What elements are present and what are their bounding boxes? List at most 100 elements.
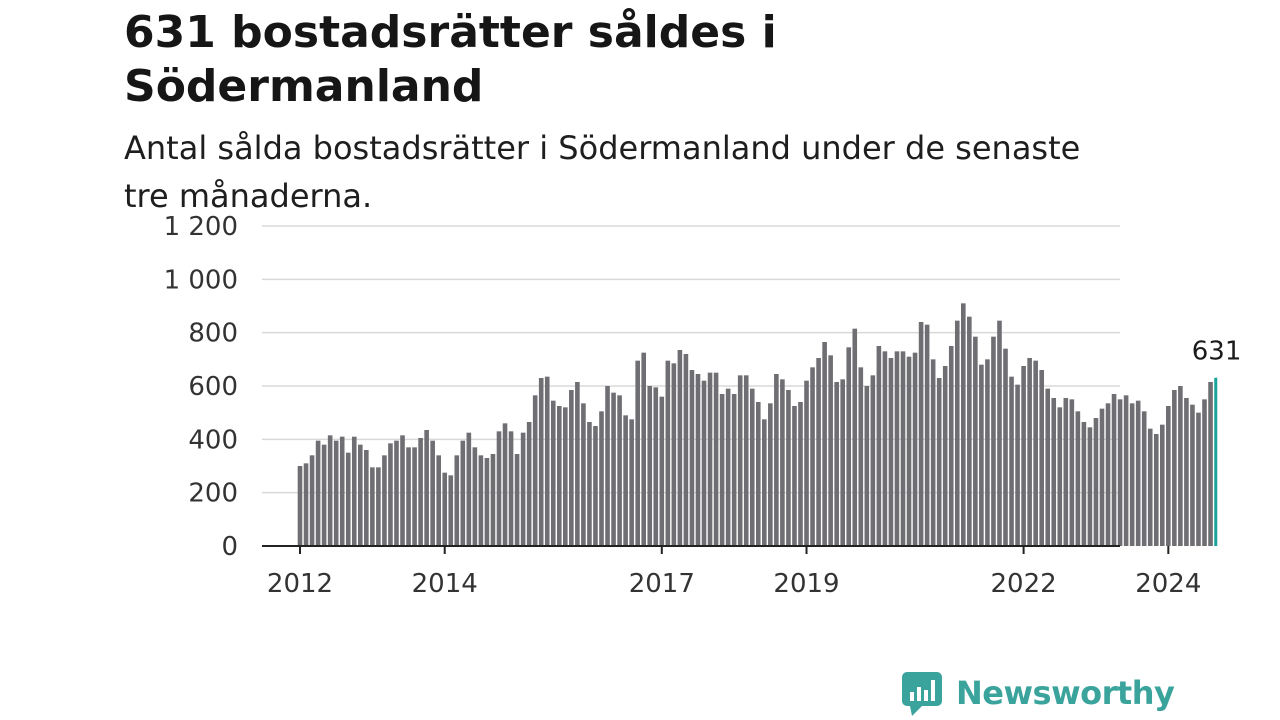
bar [954,320,960,546]
bar [864,386,870,546]
bar [876,346,882,546]
bar [1208,382,1213,546]
bar [478,455,484,546]
bar [599,411,604,546]
bar [484,458,490,546]
bar [496,431,502,546]
bar [472,447,478,546]
bar [436,455,441,546]
bar [327,435,333,546]
x-tick-label: 2019 [773,569,839,599]
bar [1081,422,1087,546]
bar [1105,403,1111,546]
x-tick-label: 2022 [991,569,1057,599]
bar [979,364,984,546]
bar [593,426,598,546]
bar [828,355,833,546]
bar [406,447,411,546]
bar [538,378,544,546]
bar [466,432,472,546]
bar [376,467,381,546]
bar [774,374,779,546]
y-tick-label: 800 [188,319,238,349]
bar [719,394,725,546]
brand-name: Newsworthy [956,674,1175,712]
chart-subtitle: Antal sålda bostadsrätter i Södermanland… [124,129,1081,215]
highlight-bar [1214,377,1218,546]
bar [1184,398,1189,546]
bar [1172,390,1177,546]
bar [737,375,743,546]
bar [454,455,460,546]
bar [942,366,948,546]
bar [804,380,809,546]
x-tick-label: 2014 [412,569,478,599]
bar [544,376,550,546]
bar [1051,398,1057,546]
bar [370,467,375,546]
bar [424,430,429,546]
bar [713,372,719,546]
bar [1141,411,1147,546]
bar [816,358,821,546]
bar [358,444,363,546]
bar [967,316,972,546]
bar [1039,370,1044,546]
bar [846,347,852,546]
bar [768,403,773,546]
bar [309,455,315,546]
bar [575,382,580,546]
bar [961,303,966,546]
bar [448,475,454,546]
bar [936,378,942,546]
bar [460,440,466,546]
bar [810,367,815,546]
bar [695,374,701,546]
brand-logo: Newsworthy [900,670,1175,716]
bar [792,406,797,546]
bar [1015,384,1020,546]
bar [1153,434,1159,546]
bar [412,447,417,546]
bar [418,438,423,546]
bar [1099,408,1105,546]
bar [388,443,393,546]
bar [1135,400,1141,546]
bar [526,422,532,546]
bar [623,415,628,546]
bar [1178,386,1183,546]
bar [617,395,622,546]
bar-chart: 0 200 400 600 800 1 000 1 200 2012 2014 2017 2019 2… [164,212,1242,599]
bar [442,472,448,546]
bar [888,358,894,546]
bar [1147,428,1153,546]
bar [822,342,827,546]
bar [997,320,1002,546]
bar [647,386,653,546]
bar [520,432,526,546]
bar [1087,427,1093,546]
bar [1159,424,1165,546]
bar [918,322,924,546]
x-tick-label: 2017 [629,569,695,599]
bar [556,406,562,546]
bar [605,386,610,546]
x-tick-label: 2024 [1135,569,1201,599]
bar [635,360,640,546]
bar [924,324,930,546]
bar [762,419,767,546]
bar [629,419,634,546]
bar [707,372,713,546]
bar [1033,360,1038,546]
bar [514,454,520,546]
bar [1045,388,1051,546]
bar [755,402,761,546]
bar [834,382,839,546]
chart-title: 631 bostadsrätter såldes i Södermanland [124,7,777,112]
bar [321,444,327,546]
y-tick-label: 1 000 [164,265,238,295]
bar [870,375,876,546]
bar [930,359,936,546]
bar [394,440,399,546]
bar [550,400,556,546]
